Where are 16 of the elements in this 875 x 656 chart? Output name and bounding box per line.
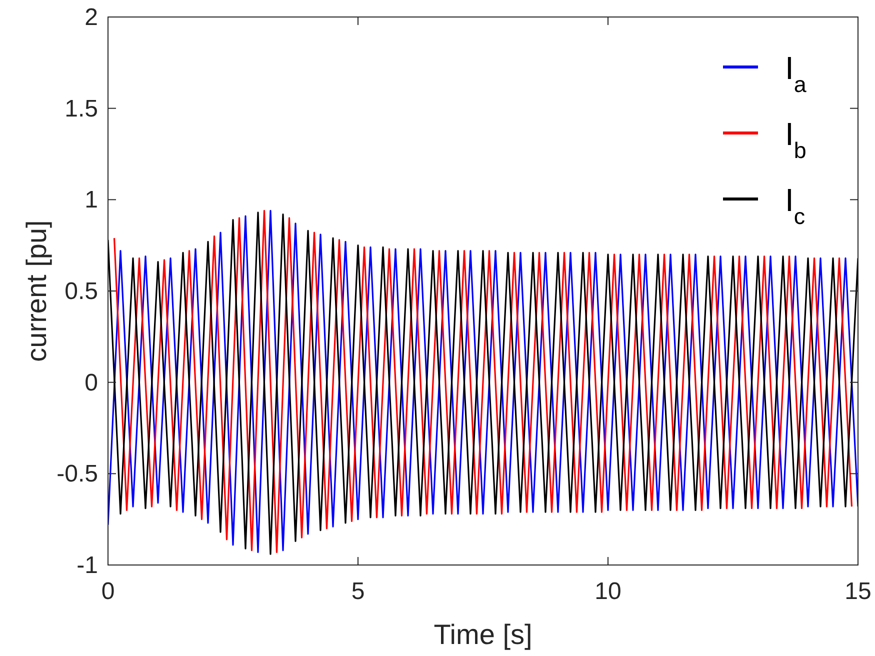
legend-label: I$_{a}$ <box>785 50 807 96</box>
x-tick-label: 10 <box>594 578 622 605</box>
x-tick-label: 0 <box>101 578 115 605</box>
y-tick-label: 0.5 <box>64 278 98 305</box>
legend-label: I$_{c}$ <box>785 182 806 228</box>
x-tick-label: 15 <box>844 578 872 605</box>
y-tick-label: -1 <box>76 552 98 579</box>
y-tick-label: 1.5 <box>64 95 98 122</box>
y-tick-label: 0 <box>84 369 98 396</box>
y-tick-label: 1 <box>84 186 98 214</box>
legend-label: I$_{b}$ <box>785 116 806 162</box>
y-tick-label: 2 <box>84 4 98 31</box>
x-tick-label: 5 <box>351 578 365 605</box>
x-axis-title: Time [s] <box>434 619 532 650</box>
y-tick-label: -0.5 <box>56 460 98 488</box>
y-axis-title: current [pu] <box>21 220 52 362</box>
